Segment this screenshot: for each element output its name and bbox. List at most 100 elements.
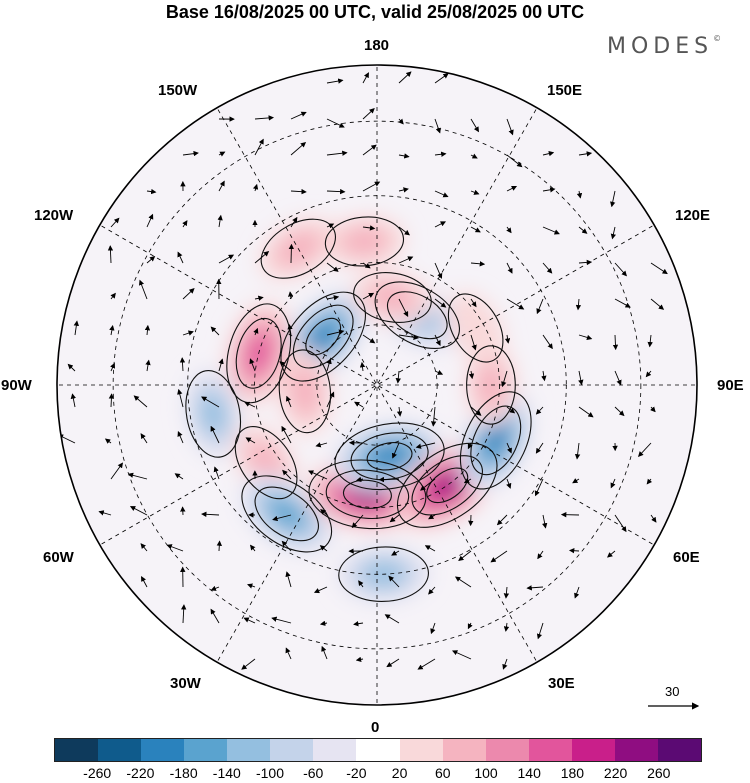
wind-arrow: [182, 288, 195, 300]
anomaly-shading: [339, 226, 390, 257]
colorbar-segment: [184, 739, 228, 761]
anomaly-shading: [373, 446, 406, 466]
wind-arrow: [537, 550, 544, 560]
anomaly-shading: [200, 394, 226, 434]
wind-arrow: [434, 190, 449, 198]
wind-arrow: [326, 358, 332, 372]
wind-arrow: [434, 73, 449, 84]
wind-arrow: [506, 406, 516, 414]
wind-arrow: [535, 406, 544, 415]
lon-label-180: 180: [364, 37, 390, 54]
wind-arrow: [308, 470, 328, 480]
wind-arrow: [362, 108, 375, 120]
modes-logo-text: MODES: [607, 34, 714, 59]
height-contour: [278, 349, 332, 434]
wind-arrow: [534, 478, 544, 497]
wind-arrow: [434, 151, 447, 157]
wind-arrow: [430, 406, 437, 427]
wind-arrow: [614, 514, 627, 533]
wind-arrow: [434, 262, 443, 279]
wind-arrow: [67, 363, 76, 372]
wind-arrow: [542, 150, 555, 157]
wind-arrow: [428, 514, 436, 520]
height-contour: [350, 432, 429, 481]
height-contour: [280, 291, 367, 382]
wind-arrow: [281, 425, 292, 444]
wind-arrow: [362, 292, 375, 300]
wind-arrow: [637, 442, 652, 457]
wind-arrow: [572, 478, 580, 484]
wind-arrow: [285, 647, 292, 660]
wind-arrow: [610, 190, 616, 208]
wind-arrow: [536, 298, 544, 315]
wind-arrow: [434, 118, 441, 134]
wind-arrow: [362, 262, 371, 269]
height-contour: [254, 486, 319, 542]
wind-arrow: [319, 545, 328, 552]
wind-arrow: [217, 214, 223, 228]
wind-arrow: [610, 478, 616, 489]
colorbar-segment: [141, 739, 185, 761]
wind-arrow: [271, 616, 292, 624]
colorbar-tick-label: 140: [517, 765, 541, 781]
wind-arrow: [177, 388, 184, 408]
wind-arrow: [210, 425, 220, 444]
height-contour: [325, 469, 410, 520]
wind-arrow: [506, 118, 514, 136]
wind-arrow: [216, 540, 223, 552]
wind-arrow: [467, 442, 473, 450]
height-contour: [305, 317, 342, 356]
anomaly-shading: [485, 426, 506, 455]
colorbar-tick-label: 220: [603, 765, 628, 781]
wind-arrow: [467, 622, 473, 630]
wind-arrow: [252, 183, 259, 192]
wind-arrow: [321, 645, 328, 660]
wind-arrow: [290, 188, 307, 195]
wind-arrow: [326, 262, 339, 272]
wind-arrow: [536, 622, 544, 640]
wind-arrow: [542, 187, 556, 193]
wind-arrow: [434, 334, 441, 346]
map-border: [56, 64, 698, 706]
wind-arrow: [607, 550, 616, 558]
colorbar-segment: [485, 739, 529, 761]
wind-arrow: [354, 401, 364, 408]
wind-arrow: [181, 604, 187, 624]
wind-arrow: [182, 330, 194, 336]
colorbar-segment: [270, 739, 314, 761]
lon-label-150w: 150W: [158, 82, 198, 99]
wind-arrow: [285, 395, 292, 408]
colorbar-tick-label: -180: [169, 765, 198, 781]
wind-arrow: [578, 151, 593, 157]
wind-arrow: [179, 357, 186, 372]
wind-arrow: [282, 469, 292, 480]
wind-arrow: [650, 406, 656, 413]
wind-arrow: [326, 150, 348, 156]
wind-arrow: [353, 621, 364, 627]
wind-arrow: [578, 370, 584, 386]
wind-arrow: [73, 320, 80, 336]
wind-arrow: [109, 324, 115, 336]
wind-arrow: [542, 334, 553, 350]
wind-arrow: [104, 438, 112, 444]
wind-arrow: [241, 658, 256, 670]
wind-arrow: [506, 185, 518, 192]
wind-arrow: [578, 406, 594, 418]
lon-label-120e: 120E: [675, 207, 711, 224]
wind-arrow: [646, 478, 653, 485]
wind-arrow: [279, 361, 292, 372]
colorbar-tick-label: -100: [255, 765, 285, 781]
wind-arrow: [395, 370, 401, 384]
wind-arrow: [386, 658, 400, 668]
wind-arrow: [434, 369, 444, 375]
wind-arrow: [398, 187, 409, 193]
wind-arrow: [315, 442, 328, 448]
colorbar-tick-label: 60: [435, 765, 451, 781]
meridian-line: [378, 385, 655, 546]
height-contour: [338, 546, 429, 602]
wind-arrow: [145, 359, 151, 372]
wind-arrow: [542, 514, 548, 529]
height-contour: [459, 391, 532, 490]
wind-arrow: [110, 292, 116, 300]
height-contour: [426, 467, 469, 504]
